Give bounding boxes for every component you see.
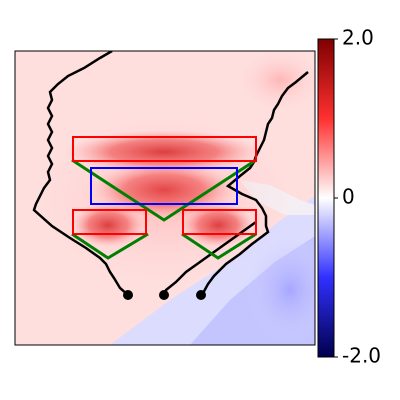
region-box-center <box>90 167 238 205</box>
plot-frame <box>14 50 316 346</box>
colorbar-tick-label: 0 <box>342 185 355 209</box>
marker-center <box>159 290 169 300</box>
colorbar: 2.0 0 -2.0 <box>317 26 381 368</box>
boundary-curve-right-outer <box>200 71 309 296</box>
marker-right <box>196 290 206 300</box>
region-box-right <box>182 209 257 235</box>
heatmap-glow-upper-right <box>240 51 315 110</box>
chevron-large <box>71 158 257 222</box>
region-box-left <box>72 209 147 235</box>
overlay-shapes <box>32 51 309 300</box>
colorbar-gradient <box>317 38 335 358</box>
region-box-top <box>72 136 257 162</box>
colorbar-ticks: 2.0 0 -2.0 <box>334 26 381 368</box>
heatmap-negative-blob <box>245 235 315 345</box>
heatmap-field <box>15 51 315 345</box>
colorbar-tick-label: -2.0 <box>342 344 381 368</box>
boundary-curve-left <box>32 51 129 296</box>
colorbar-tick-label: 2.0 <box>342 26 374 50</box>
chevron-small-right <box>181 232 257 260</box>
marker-left <box>123 290 133 300</box>
boundary-curve-right-inner <box>162 220 257 296</box>
chevron-small-left <box>71 232 149 260</box>
